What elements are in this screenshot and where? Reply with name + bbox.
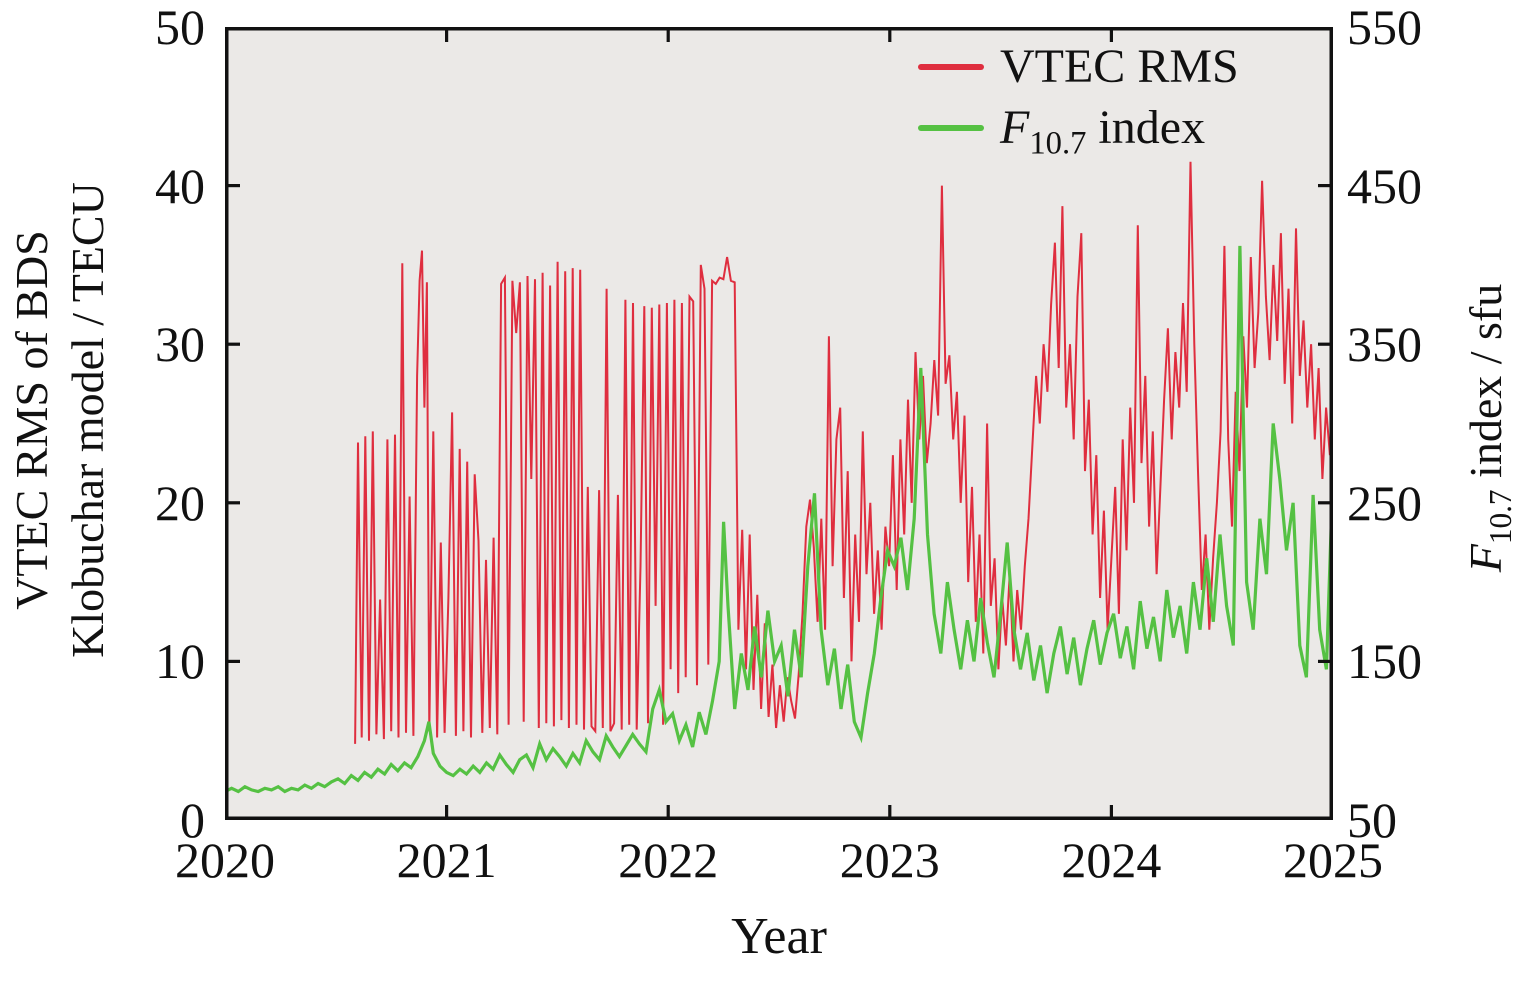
vtec-rms-line-swatch <box>918 63 984 70</box>
legend-f107-suffix: index <box>1086 100 1206 154</box>
x-tick-label: 2020 <box>175 832 275 888</box>
x-tick-label: 2022 <box>618 832 719 888</box>
x-tick-label: 2021 <box>396 832 497 888</box>
left-axis-title: VTEC RMS of BDS Klobuchar model / TECU <box>4 10 120 830</box>
x-tick-label: 2024 <box>1061 832 1162 888</box>
legend-label-vtec-rms: VTEC RMS <box>1000 39 1239 93</box>
right-axis-title-sub: 10.7 <box>1483 489 1519 545</box>
legend-label-f107-index: F10.7 index <box>1000 100 1206 160</box>
legend-entry-f107-index: F10.7 index <box>918 97 1239 160</box>
legend: VTEC RMS F10.7 index <box>918 36 1239 160</box>
right-axis-title-prefix: F <box>1460 544 1511 573</box>
x-axis-title: Year <box>731 908 827 965</box>
right-y-tick-label: 550 <box>1347 0 1422 55</box>
f107-index-series-line <box>225 245 1333 794</box>
f107-index-line-swatch <box>918 124 984 131</box>
plot-area <box>225 27 1333 820</box>
x-tick-label: 2025 <box>1283 832 1383 888</box>
left-axis-title-line1: VTEC RMS of BDS <box>6 230 57 610</box>
legend-f107-sub: 10.7 <box>1029 125 1087 162</box>
legend-entry-vtec-rms: VTEC RMS <box>918 36 1239 97</box>
vtec-rms-series-line <box>354 161 1333 744</box>
left-axis-title-line2: Klobuchar model / TECU <box>62 182 113 658</box>
chart-svg <box>225 27 1333 820</box>
right-y-tick-label: 50 <box>1347 792 1397 848</box>
right-axis-title-suffix: index / sfu <box>1460 283 1511 490</box>
right-axis-title: F10.7 index / sfu <box>1458 118 1518 738</box>
x-tick-label: 2023 <box>839 832 940 888</box>
legend-f107-prefix: F <box>1000 100 1030 154</box>
